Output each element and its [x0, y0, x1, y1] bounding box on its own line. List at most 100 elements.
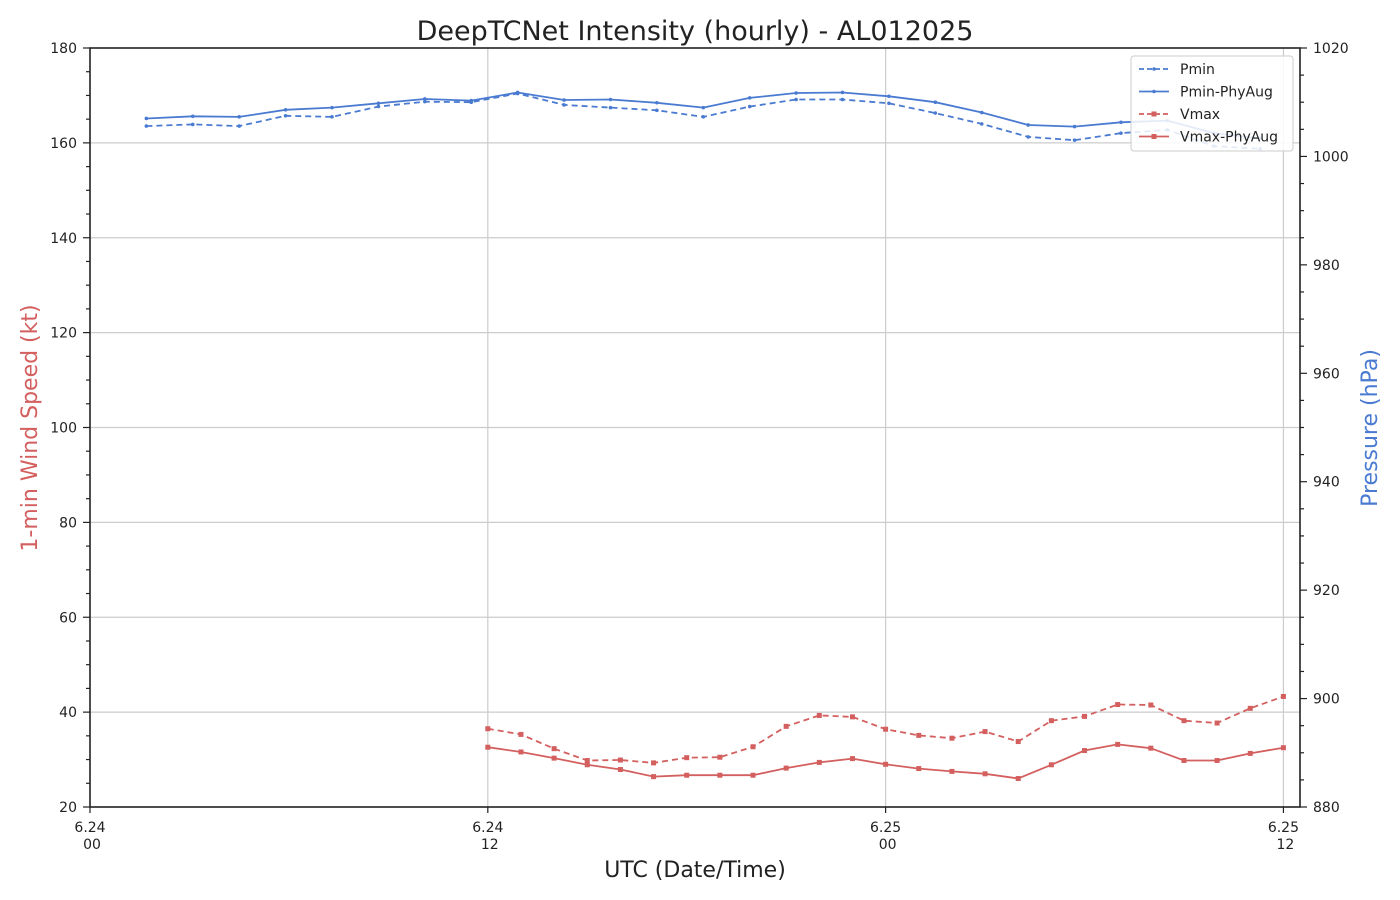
- y-right-tick-label: 940: [1313, 475, 1340, 491]
- data-point-vmax: [717, 754, 723, 760]
- data-point-pmin: [237, 124, 241, 128]
- data-point-vmax: [1247, 705, 1253, 711]
- legend-label-pmin-phyaug: Pmin-PhyAug: [1180, 85, 1273, 101]
- x-tick-date-label: 6.24: [472, 820, 503, 836]
- y-left-tick-label: 60: [59, 610, 77, 626]
- data-point-vmax-phyaug: [1015, 776, 1021, 782]
- data-point-vmax: [1148, 702, 1154, 708]
- data-point-vmax-phyaug: [1048, 762, 1054, 768]
- legend-marker-pmin-phyaug: [1152, 89, 1156, 94]
- data-point-vmax-phyaug: [651, 774, 657, 780]
- data-point-pmin-phyaug: [933, 100, 938, 105]
- data-point-vmax: [518, 731, 524, 737]
- data-point-vmax-phyaug: [584, 762, 590, 768]
- legend-label-vmax: Vmax: [1180, 107, 1220, 123]
- chart-title: DeepTCNet Intensity (hourly) - AL012025: [417, 16, 974, 47]
- data-point-pmin-phyaug: [840, 90, 845, 95]
- y-left-tick-label: 80: [59, 515, 77, 531]
- axis-ticks: 20 40 60 80 100 120 140 160 180 880 900 920 940 960 98…: [50, 41, 1348, 853]
- data-point-vmax: [783, 723, 789, 729]
- data-point-vmax: [584, 758, 590, 764]
- data-point-pmin-phyaug: [330, 105, 334, 110]
- data-point-pmin: [608, 105, 613, 110]
- data-point-vmax-phyaug: [1181, 758, 1187, 764]
- data-point-pmin: [1026, 135, 1030, 139]
- data-point-vmax: [916, 732, 922, 738]
- data-point-pmin-phyaug: [608, 97, 613, 102]
- y-right-tick-label: 1000: [1313, 149, 1349, 165]
- data-point-pmin-phyaug: [376, 101, 381, 106]
- data-point-vmax: [1082, 713, 1088, 719]
- data-point-pmin-phyaug: [1026, 123, 1030, 127]
- data-point-pmin-phyaug: [794, 91, 798, 95]
- data-point-pmin: [330, 115, 334, 119]
- data-point-pmin-phyaug: [655, 100, 659, 105]
- data-point-vmax: [949, 735, 955, 741]
- data-point-vmax-phyaug: [1115, 741, 1121, 747]
- y-left-tick-label: 100: [50, 421, 77, 437]
- data-point-vmax-phyaug: [1280, 745, 1286, 751]
- data-point-pmin-phyaug: [423, 97, 427, 101]
- data-point-pmin-phyaug: [190, 114, 195, 119]
- data-point-pmin-phyaug: [747, 96, 752, 100]
- y-right-tick-label: 880: [1313, 800, 1340, 816]
- legend-marker-pmin: [1152, 67, 1156, 71]
- data-point-pmin-phyaug: [237, 115, 241, 119]
- data-point-vmax-phyaug: [684, 772, 690, 778]
- data-point-vmax-phyaug: [982, 771, 988, 777]
- legend-box: [1130, 55, 1294, 152]
- y-axis-left-label: 1-min Wind Speed (kt): [18, 304, 43, 551]
- data-point-vmax-phyaug: [816, 759, 822, 765]
- data-point-vmax: [1048, 718, 1054, 724]
- y-left-tick-label: 140: [50, 231, 77, 247]
- data-point-pmin: [933, 111, 938, 115]
- data-point-vmax-phyaug: [717, 772, 723, 778]
- data-point-pmin: [190, 122, 195, 127]
- data-point-pmin: [423, 99, 427, 104]
- data-point-vmax: [883, 726, 889, 732]
- data-point-pmin: [701, 115, 706, 119]
- data-point-vmax: [651, 760, 657, 766]
- data-point-pmin: [840, 97, 845, 102]
- y-left-tick-label: 20: [59, 800, 77, 816]
- data-point-vmax-phyaug: [1082, 748, 1088, 754]
- data-point-vmax: [1015, 739, 1021, 745]
- data-point-vmax: [617, 757, 623, 763]
- data-point-pmin: [794, 97, 798, 102]
- data-point-pmin: [376, 104, 381, 109]
- data-point-pmin: [144, 124, 149, 128]
- data-point-pmin: [562, 103, 566, 107]
- y-left-tick-label: 40: [59, 705, 77, 721]
- data-point-pmin: [979, 122, 984, 126]
- data-point-pmin-phyaug: [887, 94, 891, 99]
- data-point-vmax-phyaug: [1247, 750, 1253, 756]
- y-right-tick-label: 1020: [1313, 41, 1349, 57]
- data-point-vmax-phyaug: [518, 749, 524, 755]
- data-point-pmin: [655, 108, 659, 113]
- y-axis-right-label: Pressure (hPa): [1358, 349, 1383, 507]
- legend-label-pmin: Pmin: [1180, 62, 1215, 78]
- y-right-tick-label: 980: [1313, 258, 1340, 274]
- x-tick-date-label: 6.25: [1268, 820, 1299, 836]
- legend-marker-vmax: [1151, 111, 1157, 117]
- data-point-pmin-phyaug: [469, 98, 474, 103]
- data-point-vmax-phyaug: [849, 756, 855, 762]
- data-point-vmax: [485, 726, 491, 732]
- x-tick-time-label: 12: [481, 837, 499, 853]
- data-point-vmax: [849, 714, 855, 720]
- data-point-vmax: [1115, 702, 1121, 708]
- data-point-vmax: [1181, 718, 1187, 724]
- data-point-pmin: [887, 101, 891, 106]
- data-point-vmax-phyaug: [916, 766, 922, 772]
- x-axis-label: UTC (Date/Time): [604, 858, 786, 883]
- data-point-vmax-phyaug: [617, 767, 623, 773]
- data-point-pmin-phyaug: [979, 110, 984, 115]
- series-layer: [144, 90, 1286, 782]
- data-point-pmin: [1072, 138, 1077, 142]
- data-point-pmin-phyaug: [515, 90, 520, 95]
- data-point-vmax-phyaug: [883, 761, 889, 767]
- data-point-vmax: [816, 712, 822, 718]
- data-point-pmin-phyaug: [1119, 120, 1123, 125]
- x-tick-date-label: 6.25: [870, 820, 901, 836]
